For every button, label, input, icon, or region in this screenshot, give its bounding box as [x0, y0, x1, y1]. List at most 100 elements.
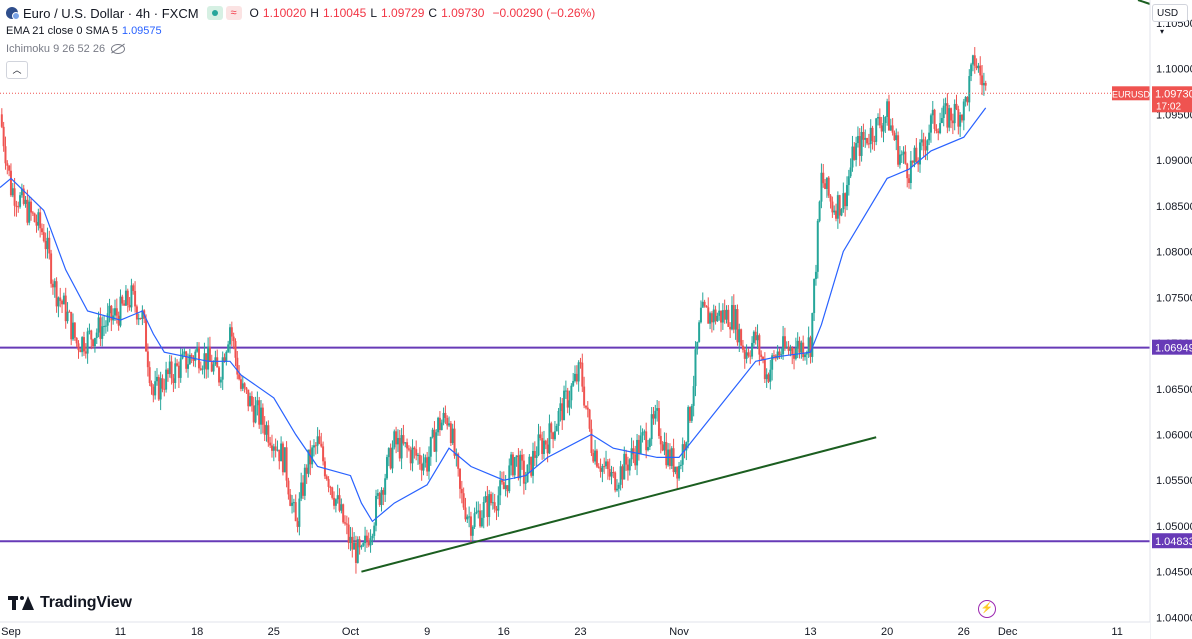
candle-body: [90, 330, 93, 340]
candle-body: [307, 449, 310, 474]
symbol-title[interactable]: Euro / U.S. Dollar · 4h · FXCM: [23, 5, 199, 21]
candle-body: [354, 542, 357, 563]
candle-body: [121, 296, 124, 304]
candle-body: [521, 454, 524, 461]
candle-body: [955, 103, 958, 110]
price-tick-label: 1.05000: [1156, 521, 1192, 533]
chevron-down-icon: ▾: [1160, 27, 1165, 36]
candle-body: [641, 432, 644, 436]
candle-body: [110, 305, 113, 321]
candle-body: [163, 388, 166, 390]
candle-body: [378, 493, 381, 505]
horizontal-levels[interactable]: [0, 346, 1150, 543]
candle-body: [126, 290, 129, 306]
candle-body: [606, 461, 609, 469]
currency-selector[interactable]: USD ▾: [1152, 4, 1188, 36]
candle-body: [347, 524, 350, 543]
candle-body: [413, 447, 416, 450]
candle-body: [495, 508, 498, 511]
lightning-icon[interactable]: ⚡: [978, 600, 996, 618]
candle-body: [723, 310, 726, 320]
offscreen-line[interactable]: [1137, 0, 1151, 5]
candle-body: [385, 457, 388, 479]
candle-body: [46, 237, 49, 250]
tradingview-logo[interactable]: TradingView: [8, 594, 132, 612]
candle-body: [303, 467, 306, 496]
candle-body: [866, 137, 869, 144]
candle-body: [962, 101, 965, 121]
candle-body: [274, 446, 277, 451]
ema-value: 1.09575: [121, 24, 162, 37]
time-tick-label: 13: [804, 626, 816, 638]
time-axis[interactable]: Sep 11 18 25 Oct 9 16 23 Nov 13 20 26 Dec 11: [0, 621, 1150, 639]
candle-body: [462, 493, 465, 508]
candle-body: [420, 463, 423, 471]
candle-body: [528, 456, 531, 465]
candle-body: [99, 317, 102, 339]
candle-body: [643, 431, 646, 433]
candle-body: [887, 101, 890, 131]
trendline[interactable]: [361, 436, 877, 573]
candle-body: [448, 423, 451, 426]
candle-body: [730, 305, 733, 330]
time-tick-label: Oct: [342, 626, 359, 638]
market-open-icon[interactable]: [206, 6, 223, 20]
candle-body: [314, 445, 317, 447]
candle-body: [968, 76, 971, 103]
candle-body: [393, 431, 396, 448]
candle-body: [751, 342, 754, 357]
time-axis-bg: [0, 622, 1150, 639]
candle-body: [568, 400, 571, 408]
legend-title-row: Euro / U.S. Dollar · 4h · FXCM ≈ O 1.1002…: [6, 4, 599, 22]
candle-body: [327, 479, 330, 487]
candle-body: [829, 195, 832, 202]
legend-ichimoku-row[interactable]: Ichimoku 9 26 52 26: [6, 40, 599, 58]
candle-body: [440, 422, 443, 430]
candle-body: [263, 424, 266, 435]
legend-ema-row[interactable]: EMA 21 close 0 SMA 5 1.09575: [6, 22, 599, 40]
candle-body: [351, 536, 354, 550]
candle-body: [82, 337, 85, 352]
candle-body: [625, 453, 628, 465]
candle-body: [177, 365, 180, 378]
candle-body: [661, 444, 664, 451]
candle-body: [422, 462, 425, 471]
candle-body: [517, 455, 520, 479]
candle-body: [783, 336, 786, 348]
candle-body: [583, 386, 586, 406]
collapse-legend-button[interactable]: ︿: [6, 61, 28, 79]
candle-body: [877, 117, 880, 119]
candle-body: [692, 386, 695, 406]
candle-body: [141, 310, 144, 320]
candle-body: [431, 429, 434, 438]
candle-body: [245, 387, 248, 390]
time-tick-label: Sep: [1, 626, 21, 638]
candle-body: [950, 108, 953, 121]
candle-body: [621, 466, 624, 480]
candle-body: [471, 526, 474, 536]
candle-body: [782, 336, 785, 355]
candle-body: [24, 199, 27, 204]
candle-body: [502, 482, 505, 490]
candle-body: [530, 456, 533, 476]
candle-body: [387, 448, 390, 458]
data-wave-icon[interactable]: ≈: [225, 6, 242, 20]
candle-body: [557, 410, 560, 426]
candle-body: [628, 459, 631, 471]
hidden-eye-icon[interactable]: [111, 44, 126, 54]
candle-body: [477, 510, 480, 512]
candle-body: [72, 322, 75, 340]
candle-body: [835, 210, 838, 219]
candle-body: [771, 355, 774, 370]
candle-body: [123, 303, 126, 306]
candle-body: [30, 201, 33, 213]
symbol-tag[interactable]: [1112, 86, 1150, 101]
candle-body: [360, 545, 363, 548]
price-axis[interactable]: 1.04000 1.04500 1.05000 1.05500 1.06000 1.065…: [1149, 0, 1192, 639]
candle-body: [77, 343, 80, 351]
candle-body: [42, 232, 45, 241]
drawings[interactable]: EURUSD: [0, 0, 1151, 573]
candle-body: [280, 443, 283, 462]
candle-body: [132, 285, 135, 291]
